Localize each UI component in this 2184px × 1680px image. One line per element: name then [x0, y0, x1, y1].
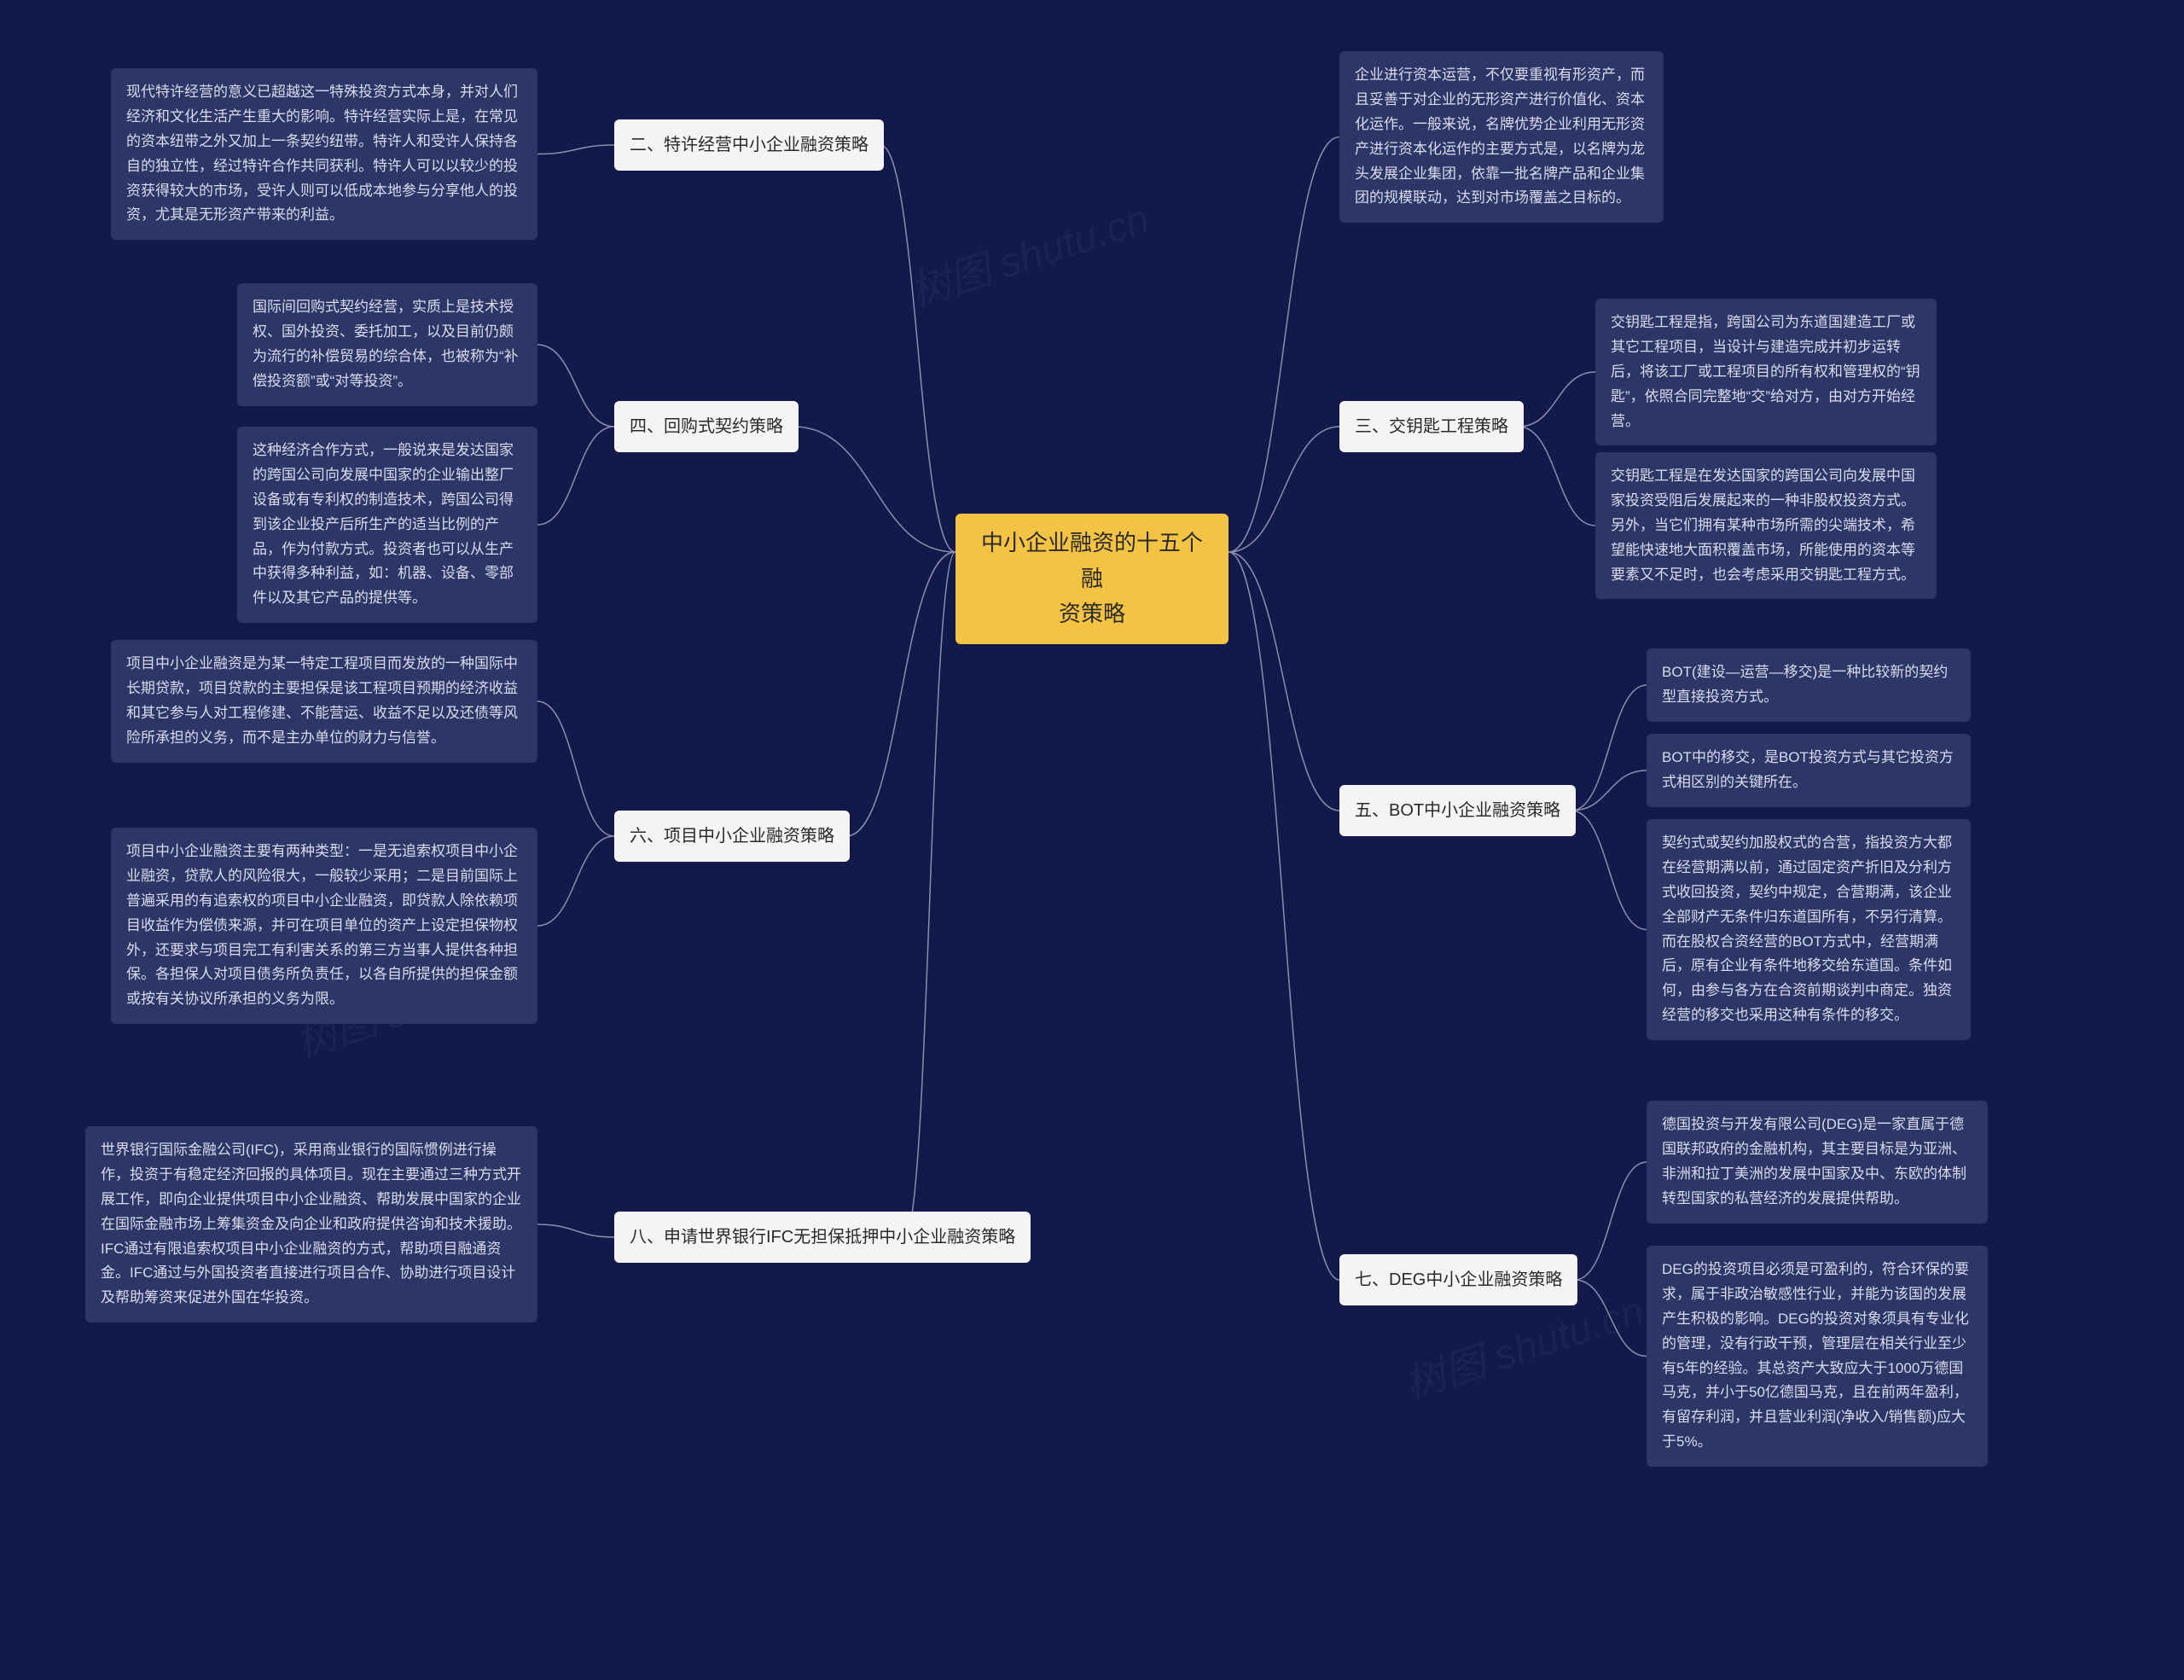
center-line2: 资策略 [1059, 601, 1125, 626]
leaf-right-0-0: 企业进行资本运营，不仅要重视有形资产，而且妥善于对企业的无形资产进行价值化、资本… [1339, 51, 1664, 223]
leaf-left-0-0: 现代特许经营的意义已超越这一特殊投资方式本身，并对人们经济和文化生活产生重大的影… [111, 68, 537, 240]
leaf-left-2-1: 项目中小企业融资主要有两种类型：一是无追索权项目中小企业融资，贷款人的风险很大，… [111, 828, 537, 1024]
branch-right-3: 七、DEG中小企业融资策略 [1339, 1254, 1577, 1305]
leaf-right-1-1: 交钥匙工程是在发达国家的跨国公司向发展中国家投资受阻后发展起来的一种非股权投资方… [1595, 452, 1937, 599]
branch-left-0: 二、特许经营中小企业融资策略 [614, 119, 884, 171]
center-line1: 中小企业融资的十五个融 [981, 530, 1203, 591]
leaf-right-1-0: 交钥匙工程是指，跨国公司为东道国建造工厂或其它工程项目，当设计与建造完成并初步运… [1595, 299, 1937, 445]
leaf-left-2-0: 项目中小企业融资是为某一特定工程项目而发放的一种国际中长期贷款，项目贷款的主要担… [111, 640, 537, 763]
branch-left-2: 六、项目中小企业融资策略 [614, 811, 850, 862]
leaf-right-2-1: BOT中的移交，是BOT投资方式与其它投资方式相区别的关键所在。 [1647, 734, 1971, 807]
leaf-left-1-0: 国际间回购式契约经营，实质上是技术授权、国外投资、委托加工，以及目前仍颇为流行的… [237, 283, 537, 406]
branch-left-3: 八、申请世界银行IFC无担保抵押中小企业融资策略 [614, 1212, 1031, 1263]
branch-left-1: 四、回购式契约策略 [614, 401, 799, 452]
branch-right-1: 三、交钥匙工程策略 [1339, 401, 1524, 452]
leaf-right-3-1: DEG的投资项目必须是可盈利的，符合环保的要求，属于非政治敏感性行业，并能为该国… [1647, 1246, 1988, 1467]
leaf-right-2-2: 契约式或契约加股权式的合营，指投资方大都在经营期满以前，通过固定资产折旧及分利方… [1647, 819, 1971, 1040]
center-topic: 中小企业融资的十五个融 资策略 [956, 514, 1228, 644]
leaf-left-3-0: 世界银行国际金融公司(IFC)，采用商业银行的国际惯例进行操作，投资于有稳定经济… [85, 1126, 537, 1322]
leaf-right-2-0: BOT(建设—运营—移交)是一种比较新的契约型直接投资方式。 [1647, 648, 1971, 722]
watermark: 树图 shutu.cn [901, 185, 1155, 318]
branch-right-2: 五、BOT中小企业融资策略 [1339, 785, 1576, 836]
leaf-right-3-0: 德国投资与开发有限公司(DEG)是一家直属于德国联邦政府的金融机构，其主要目标是… [1647, 1101, 1988, 1224]
leaf-left-1-1: 这种经济合作方式，一般说来是发达国家的跨国公司向发展中国家的企业输出整厂设备或有… [237, 427, 537, 623]
